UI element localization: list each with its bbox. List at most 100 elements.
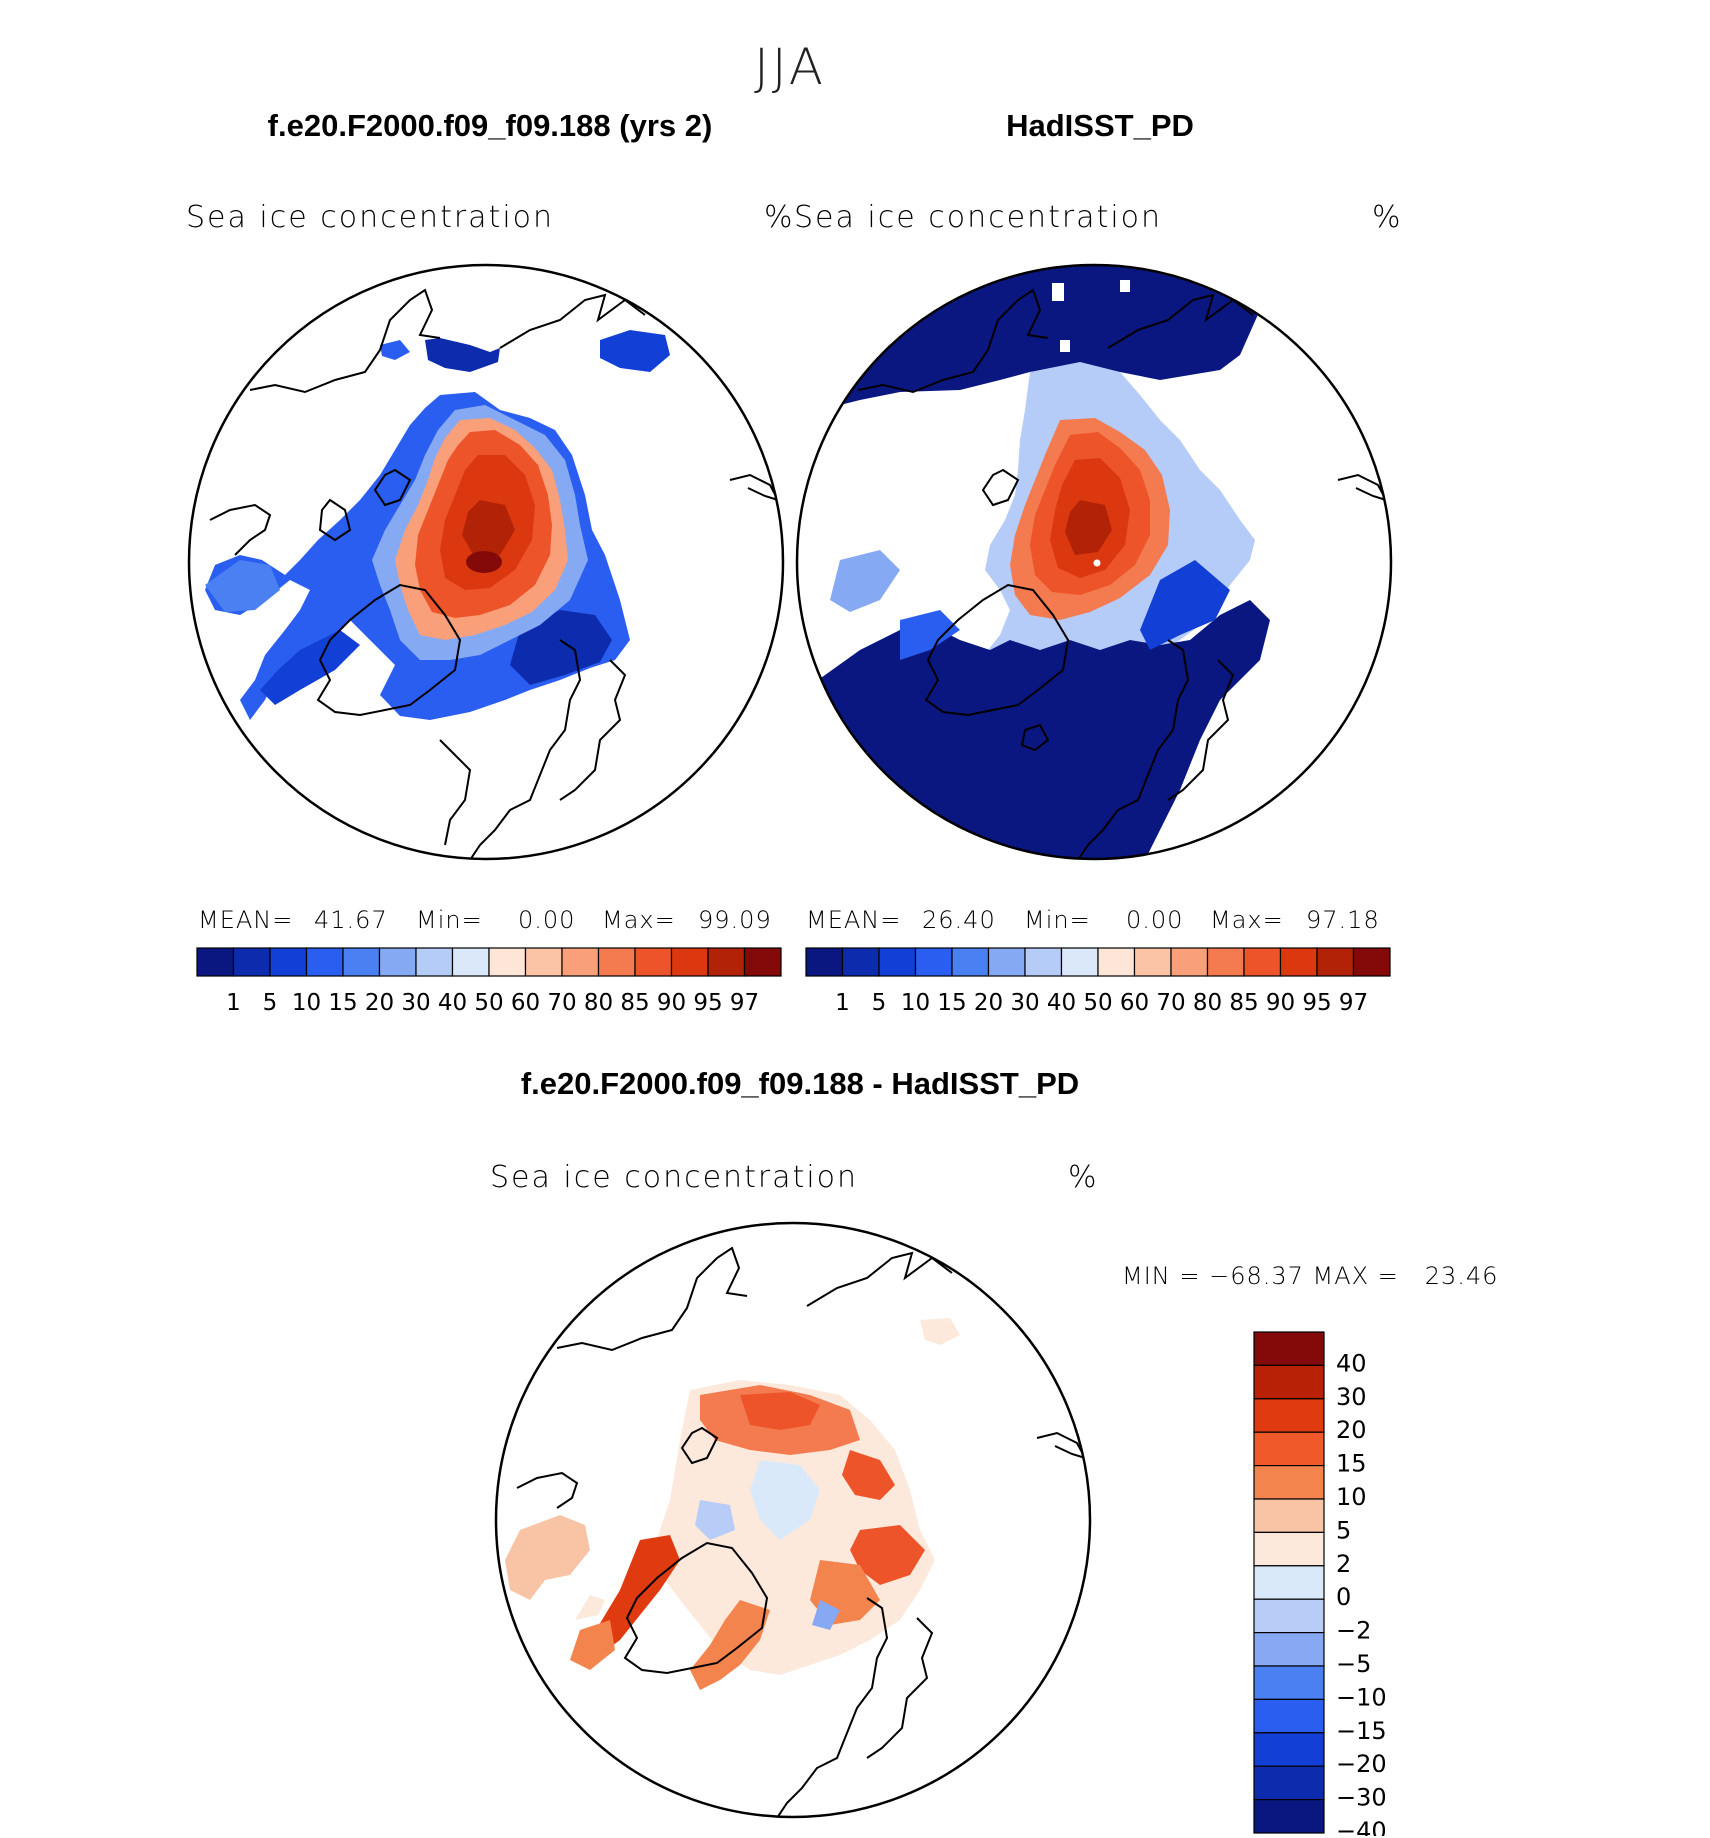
colorbar-diff-swatch: [1253, 1465, 1325, 1500]
colorbar-diff-swatch: [1253, 1498, 1325, 1534]
colorbar-swatch: [232, 947, 271, 977]
colorbar-tick-label: 85: [1229, 990, 1258, 1016]
map-diff-boundary: [494, 1221, 1092, 1819]
colorbar-tick-label: 95: [693, 990, 722, 1016]
colorbar-tick-label: 97: [730, 990, 759, 1016]
colorbar-swatch: [196, 947, 235, 977]
colorbar-swatch: [1206, 947, 1245, 977]
colorbar-diff-tick-label: 0: [1336, 1583, 1351, 1611]
colorbar-diff-swatch: [1253, 1765, 1325, 1801]
colorbar-swatch: [1060, 947, 1099, 977]
map-obs-boundary: [795, 263, 1393, 861]
colorbar-swatch: [305, 947, 344, 977]
colorbar-diff-tick-label: 10: [1336, 1483, 1367, 1511]
colorbar-tick-label: 60: [511, 990, 540, 1016]
colorbar-swatch: [707, 947, 746, 977]
colorbar-tick-label: 90: [1266, 990, 1295, 1016]
panel-2-min-label: Min=: [1024, 906, 1091, 934]
colorbar-diff-swatch: [1253, 1698, 1325, 1734]
colorbar-tick-label: 40: [1047, 990, 1076, 1016]
colorbar-tick-label: 90: [657, 990, 686, 1016]
colorbar-tick-label: 50: [474, 990, 503, 1016]
panel-1-min-label: Min=: [416, 906, 483, 934]
colorbar-diff-tick-label: 15: [1336, 1450, 1367, 1478]
colorbar-tick-label: 95: [1302, 990, 1331, 1016]
colorbar-diff-tick-label: −20: [1336, 1750, 1387, 1778]
colorbar-tick-label: 20: [365, 990, 394, 1016]
colorbar-tick-label: 5: [263, 990, 278, 1016]
panel-1-max-label: Max=: [602, 906, 676, 934]
colorbar-swatch: [524, 947, 563, 977]
diff-title: f.e20.F2000.f09_f09.188 - HadISST_PD: [520, 1066, 1080, 1101]
colorbar-diff-tick-label: 2: [1336, 1550, 1351, 1578]
colorbar-swatch: [805, 947, 844, 977]
map-diff: [496, 1223, 1090, 1817]
colorbar-swatch: [670, 947, 709, 977]
colorbar-diff-swatch: [1253, 1598, 1325, 1634]
colorbar-swatch: [878, 947, 917, 977]
top-colorbars: 1 5 10 15 20 30 40 50 60 70 80 85 90 95 97 1 5 10 15 20 30 4…: [196, 947, 1391, 1016]
colorbar-diff-tick-label: −5: [1336, 1650, 1371, 1678]
panel-2-max-value: 97.18: [1306, 906, 1380, 934]
colorbar-swatch: [987, 947, 1026, 977]
colorbar-tick-label: 1: [226, 990, 241, 1016]
colorbar-swatch: [597, 947, 636, 977]
colorbar-tick-label: 1: [835, 990, 850, 1016]
colorbar-diff-swatch: [1253, 1531, 1325, 1567]
colorbar-diff-tick-label: −15: [1336, 1717, 1387, 1745]
panel-2-min-value: 0.00: [1126, 906, 1184, 934]
colorbar-tick-label: 5: [872, 990, 887, 1016]
colorbar-diff-swatch: [1253, 1799, 1325, 1834]
colorbar-swatch: [1097, 947, 1136, 977]
colorbar-diff-swatch: [1253, 1331, 1325, 1367]
colorbar-swatch: [378, 947, 417, 977]
colorbar-diff-swatch: [1253, 1364, 1325, 1400]
colorbar-swatch: [743, 947, 782, 977]
colorbar-swatch: [269, 947, 308, 977]
colorbar-tick-label: 30: [1010, 990, 1039, 1016]
diff-minmax: MIN = −68.37 MAX = 23.46: [1122, 1262, 1499, 1290]
panel-1-mean-value: 41.67: [314, 906, 388, 934]
colorbar-tick-label: 50: [1083, 990, 1112, 1016]
colorbar-diff-swatch: [1253, 1665, 1325, 1701]
map-model-coastlines: [209, 288, 781, 859]
colorbar-swatch: [1279, 947, 1318, 977]
colorbar-swatch: [1352, 947, 1391, 977]
panel-1-min-value: 0.00: [518, 906, 576, 934]
colorbar-tick-label: 85: [620, 990, 649, 1016]
colorbar-tick-label: 40: [438, 990, 467, 1016]
map-model-boundary: [187, 263, 785, 861]
colorbar-swatch: [342, 947, 381, 977]
colorbar-swatch: [561, 947, 600, 977]
panel-2-mean-label: MEAN=: [806, 906, 902, 934]
colorbar-diff-swatch: [1253, 1398, 1325, 1433]
colorbar-tick-label: 80: [1193, 990, 1222, 1016]
panel-1-max-value: 99.09: [698, 906, 772, 934]
colorbar-diff-tick-label: −10: [1336, 1683, 1387, 1711]
colorbar-tick-label: 15: [328, 990, 357, 1016]
colorbar-diff-tick-label: 5: [1336, 1516, 1351, 1544]
colorbar-diff-tick-label: 20: [1336, 1416, 1367, 1444]
colorbar-tick-label: 70: [547, 990, 576, 1016]
colorbar-swatch: [951, 947, 990, 977]
colorbar-tick-label: 97: [1339, 990, 1368, 1016]
colorbar-swatch: [914, 947, 953, 977]
colorbar-swatch: [1243, 947, 1282, 977]
map-obs-coastlines: [857, 288, 1389, 859]
colorbar-diff-tick-label: −40: [1336, 1817, 1387, 1836]
colorbar-tick-label: 10: [901, 990, 930, 1016]
colorbar-diff-swatch: [1253, 1565, 1325, 1600]
colorbar-swatch: [1170, 947, 1209, 977]
panel-1-title: f.e20.F2000.f09_f09.188 (yrs 2): [267, 108, 713, 143]
colorbar-swatch: [488, 947, 527, 977]
colorbar-diff-tick-label: 40: [1336, 1349, 1367, 1377]
panel-2-title: HadISST_PD: [1006, 108, 1194, 143]
panel-2-units: %: [1372, 200, 1403, 235]
panel-2-max-label: Max=: [1210, 906, 1284, 934]
colorbar-swatch: [1133, 947, 1172, 977]
colorbar-diff-tick-label: 30: [1336, 1383, 1367, 1411]
colorbar-tick-label: 20: [974, 990, 1003, 1016]
colorbar-tick-label: 80: [584, 990, 613, 1016]
